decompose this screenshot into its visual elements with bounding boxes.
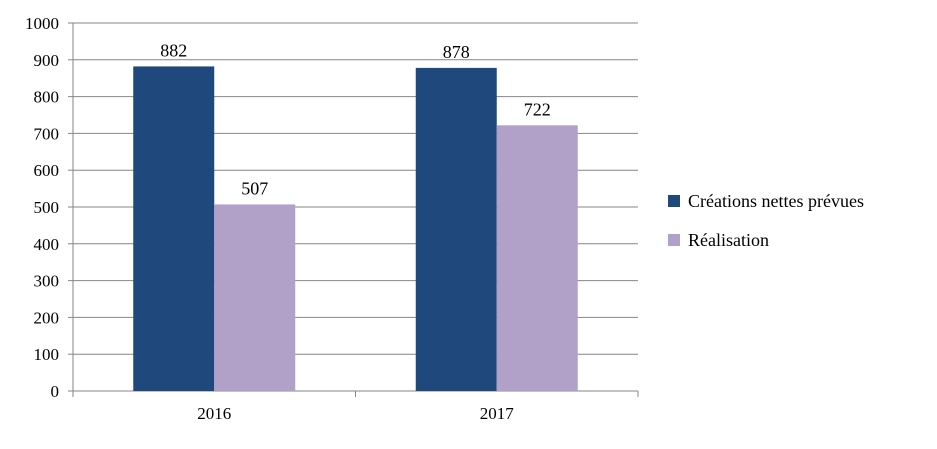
y-tick-label: 500 [34, 198, 60, 217]
legend: Créations nettes prévues Réalisation [668, 188, 864, 266]
data-label: 722 [524, 99, 551, 119]
y-tick-label: 100 [34, 345, 60, 364]
legend-label-series-2: Réalisation [688, 229, 769, 250]
x-tick-label: 2017 [480, 404, 515, 423]
y-tick-label: 600 [34, 161, 60, 180]
y-tick-label: 400 [34, 235, 60, 254]
y-tick-label: 200 [34, 308, 60, 327]
legend-item-series-1: Créations nettes prévues [668, 188, 864, 214]
bar [415, 67, 497, 392]
legend-item-series-2: Réalisation [668, 227, 864, 253]
y-tick-label: 700 [34, 124, 60, 143]
y-tick-label: 300 [34, 272, 60, 291]
data-label: 507 [241, 178, 268, 198]
bar [496, 125, 578, 391]
data-label: 878 [443, 42, 470, 62]
bar [133, 66, 215, 391]
legend-swatch-series-2 [668, 234, 680, 246]
y-tick-label: 1000 [25, 14, 59, 33]
legend-swatch-series-1 [668, 195, 680, 207]
y-tick-label: 900 [34, 51, 60, 70]
data-label: 882 [160, 40, 187, 60]
y-tick-label: 0 [51, 382, 60, 401]
bar [214, 204, 296, 391]
y-tick-label: 800 [34, 88, 60, 107]
x-tick-label: 2016 [197, 404, 231, 423]
legend-label-series-1: Créations nettes prévues [688, 190, 864, 211]
